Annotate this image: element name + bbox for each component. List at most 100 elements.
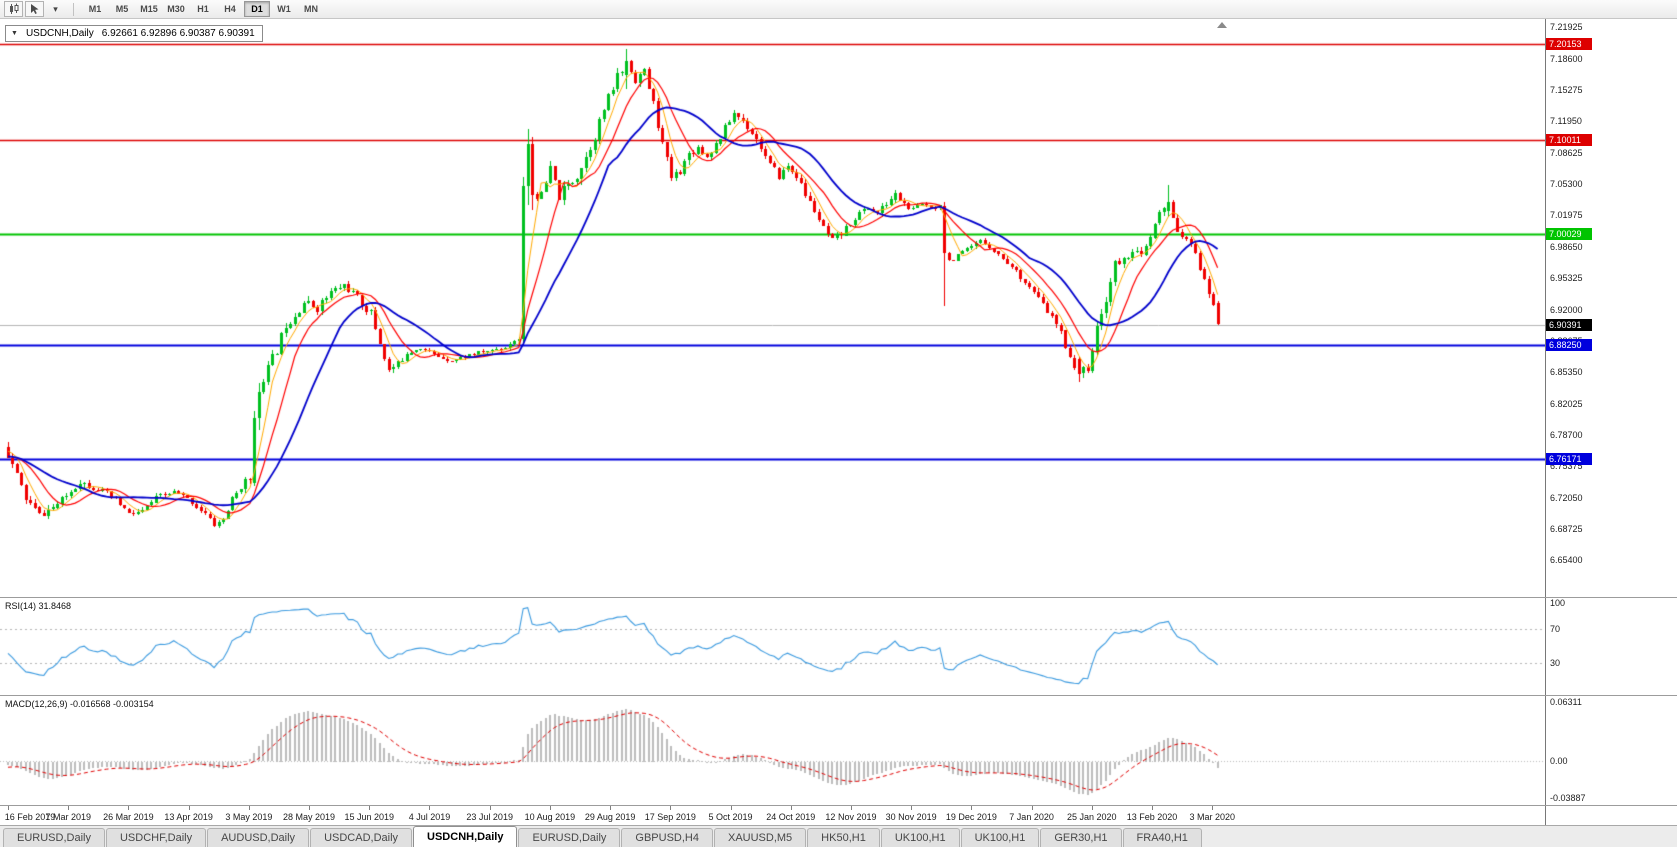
macd-label: MACD(12,26,9) -0.016568 -0.003154 [5, 699, 154, 709]
chart-tab-uk100-h1[interactable]: UK100,H1 [880, 828, 960, 847]
date-axis-tick [791, 806, 792, 810]
date-axis-tick [911, 806, 912, 810]
candlestick-glyph [9, 3, 18, 14]
chart-tab-usdcad-daily[interactable]: USDCAD,Daily [310, 828, 413, 847]
chart-tab-ger30-h1[interactable]: GER30,H1 [1040, 828, 1122, 847]
price-axis-label: 7.05300 [1550, 179, 1583, 190]
date-axis-tick [309, 806, 310, 810]
date-axis-tick [1032, 806, 1033, 810]
chart-tab-fra40-h1[interactable]: FRA40,H1 [1122, 828, 1202, 847]
cursor-glyph [31, 4, 39, 14]
level-price-tag: 6.88250 [1546, 338, 1592, 351]
date-axis-label: 7 Mar 2019 [45, 812, 91, 822]
price-axis-label: 6.95325 [1550, 273, 1583, 284]
rsi-canvas[interactable] [0, 598, 1545, 696]
date-axis-label: 29 Aug 2019 [584, 812, 636, 822]
price-axis-label: 6.78700 [1550, 429, 1583, 440]
date-axis-label: 3 May 2019 [225, 812, 273, 822]
chart-tab-audusd-daily[interactable]: AUDUSD,Daily [207, 828, 310, 847]
date-axis-tick [851, 806, 852, 810]
chart-title-symbol: USDCNH,Daily [25, 28, 94, 39]
price-axis[interactable]: 7.21925 7.18600 7.15275 7.11950 7.08625 7.053… [1545, 19, 1677, 825]
date-axis-label: 26 Mar 2019 [103, 812, 154, 822]
date-axis-tick [249, 806, 250, 810]
price-axis-label: 6.72050 [1550, 492, 1583, 503]
timeframe-button-m30[interactable]: M30 [167, 4, 185, 14]
tool-dropdown-caret-icon[interactable]: ▾ [46, 1, 65, 17]
price-axis-label: 6.68725 [1550, 524, 1583, 535]
chart-title: ▼ USDCNH,Daily 6.92661 6.92896 6.90387 6… [5, 25, 263, 42]
timeframe-button-m15[interactable]: M15 [140, 4, 158, 14]
date-axis-label: 4 Jul 2019 [408, 812, 451, 822]
date-axis-label: 5 Oct 2019 [708, 812, 753, 822]
timeframe-button-h4[interactable]: H4 [224, 4, 236, 14]
rsi-axis-label: 100 [1550, 598, 1566, 608]
macd-canvas[interactable] [0, 696, 1545, 806]
date-axis-tick [128, 806, 129, 810]
chart-title-ohlc: 6.92661 6.92896 6.90387 6.90391 [101, 28, 255, 39]
date-axis-tick [369, 806, 370, 810]
timeframe-button-d1[interactable]: D1 [244, 1, 270, 17]
timeframe-button-w1[interactable]: W1 [277, 4, 291, 14]
main-toolbar: ▾ M1 M5 M15 M30 H1 H4 D1 W1 MN [0, 0, 1677, 19]
price-axis-label: 7.15275 [1550, 84, 1583, 95]
date-axis-tick [189, 806, 190, 810]
one-click-trading-toggle-icon[interactable]: ▼ [11, 29, 18, 37]
price-axis-label: 6.82025 [1550, 398, 1583, 409]
date-axis-tick [8, 806, 9, 810]
chart-tab-xauusd-m5[interactable]: XAUUSD,M5 [713, 828, 807, 847]
timeframe-button-mn[interactable]: MN [304, 4, 318, 14]
price-axis-label: 7.18600 [1550, 53, 1583, 64]
date-axis-tick [1152, 806, 1153, 810]
price-axis-label: 7.11950 [1550, 116, 1582, 127]
macd-panel-separator[interactable] [0, 695, 1677, 696]
date-axis-tick [490, 806, 491, 810]
date-axis-label: 25 Jan 2020 [1067, 812, 1117, 822]
chart-tab-usdchf-daily[interactable]: USDCHF,Daily [105, 828, 207, 847]
chart-shift-marker[interactable] [1217, 22, 1227, 28]
rsi-panel-separator[interactable] [0, 597, 1677, 598]
date-axis-label: 13 Apr 2019 [164, 812, 213, 822]
current-price-tag: 6.90391 [1546, 318, 1592, 331]
price-axis-label: 6.92000 [1550, 304, 1583, 315]
timeframe-button-m5[interactable]: M5 [115, 4, 129, 14]
price-axis-label: 6.75375 [1550, 461, 1583, 472]
chart-tab-gbpusd-h4[interactable]: GBPUSD,H4 [621, 828, 713, 847]
chart-tab-usdcnh-daily[interactable]: USDCNH,Daily [413, 826, 518, 847]
date-axis-tick [670, 806, 671, 810]
chart-tab-eurusd-daily[interactable]: EURUSD,Daily [3, 828, 105, 847]
cursor-icon[interactable] [25, 1, 44, 17]
price-axis-label: 7.21925 [1550, 22, 1583, 33]
date-axis-label: 7 Jan 2020 [1009, 812, 1054, 822]
rsi-axis-label: 70 [1550, 623, 1561, 634]
price-axis-label: 6.65400 [1550, 555, 1583, 566]
rsi-axis-label: 30 [1550, 658, 1561, 669]
date-axis-tick [1212, 806, 1213, 810]
candlestick-chart-icon[interactable] [4, 1, 23, 17]
price-axis-label: 7.08625 [1550, 147, 1583, 158]
date-axis-tick [1092, 806, 1093, 810]
date-axis-label: 30 Nov 2019 [885, 812, 937, 822]
chart-tab-bar: EURUSD,Daily USDCHF,Daily AUDUSD,Daily USDC… [0, 825, 1677, 847]
date-axis-tick [550, 806, 551, 810]
timeframe-button-h1[interactable]: H1 [197, 4, 209, 14]
date-axis-separator [0, 805, 1677, 806]
date-axis-label: 17 Sep 2019 [644, 812, 696, 822]
date-axis-label: 19 Dec 2019 [945, 812, 997, 822]
main-chart-canvas[interactable] [0, 19, 1545, 598]
date-axis-label: 16 Feb 2019 [4, 812, 56, 822]
macd-axis-label: 0.00 [1550, 756, 1568, 767]
macd-axis-label: -0.03887 [1550, 793, 1586, 803]
date-axis-label: 28 May 2019 [283, 812, 336, 822]
date-axis[interactable]: 16 Feb 2019 7 Mar 2019 26 Mar 2019 13 Apr 2… [0, 806, 1545, 825]
date-axis-label: 15 Jun 2019 [344, 812, 395, 822]
chart-tab-uk100-h1[interactable]: UK100,H1 [960, 828, 1040, 847]
chart-tab-hk50-h1[interactable]: HK50,H1 [807, 828, 880, 847]
timeframe-toolbar: M1 M5 M15 M30 H1 H4 D1 W1 MN [82, 1, 324, 17]
date-axis-label: 10 Aug 2019 [524, 812, 576, 822]
price-axis-label: 7.01975 [1550, 210, 1583, 221]
timeframe-button-m1[interactable]: M1 [88, 4, 102, 14]
chart-tab-eurusd-daily[interactable]: EURUSD,Daily [518, 828, 621, 847]
date-axis-label: 13 Feb 2020 [1126, 812, 1178, 822]
date-axis-label: 23 Jul 2019 [466, 812, 513, 822]
